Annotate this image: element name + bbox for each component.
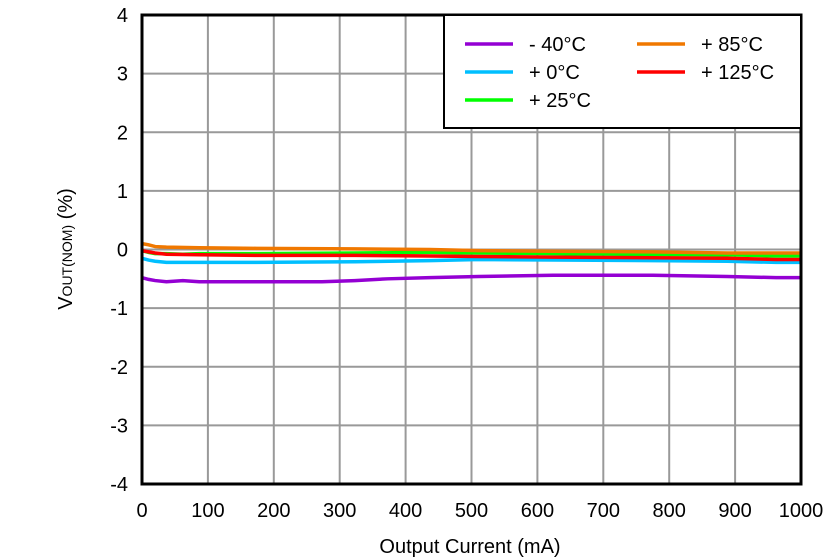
y-axis-label-suffix: (%) — [55, 188, 77, 225]
series-line — [141, 248, 801, 262]
x-tick-label: 0 — [136, 500, 147, 522]
legend-label: + 0°C — [529, 62, 580, 84]
x-tick-label: 800 — [653, 500, 686, 522]
y-axis-label: VOUT(NOM) (%) — [55, 188, 77, 310]
x-tick-label: 100 — [191, 500, 224, 522]
y-axis-label-sub: OUT(NOM) — [59, 225, 75, 297]
x-tick-label: 600 — [521, 500, 554, 522]
y-tick-labels: -4 -3 -2 -1 0 1 2 3 4 — [110, 5, 128, 496]
legend-label: + 25°C — [529, 90, 591, 112]
series-lines — [141, 241, 801, 284]
legend-label: - 40°C — [529, 34, 586, 56]
legend-label: + 85°C — [701, 34, 763, 56]
y-tick-label: 2 — [117, 122, 128, 144]
series-line — [141, 241, 801, 255]
y-tick-label: 1 — [117, 181, 128, 203]
x-tick-labels: 0 100 200 300 400 500 600 700 800 900 1000 — [136, 500, 823, 522]
y-tick-label: 4 — [117, 5, 128, 27]
x-tick-label: 500 — [455, 500, 488, 522]
y-tick-label: -4 — [110, 474, 128, 496]
legend-label: + 125°C — [701, 62, 774, 84]
x-axis-label: Output Current (mA) — [379, 536, 560, 558]
y-tick-label: -2 — [110, 357, 128, 379]
y-axis-label-main: V — [55, 296, 77, 310]
y-tick-label: 0 — [117, 240, 128, 262]
x-tick-label: 300 — [323, 500, 356, 522]
y-tick-label: -3 — [110, 415, 128, 437]
x-tick-label: 200 — [257, 500, 290, 522]
series-line — [141, 273, 801, 284]
x-tick-label: 900 — [718, 500, 751, 522]
x-tick-label: 1000 — [779, 500, 824, 522]
x-tick-label: 400 — [389, 500, 422, 522]
y-tick-label: 3 — [117, 64, 128, 86]
y-tick-label: -1 — [110, 298, 128, 320]
x-tick-label: 700 — [587, 500, 620, 522]
legend: - 40°C + 0°C + 25°C + 85°C + 125°C — [443, 14, 802, 129]
series-line — [141, 256, 801, 265]
